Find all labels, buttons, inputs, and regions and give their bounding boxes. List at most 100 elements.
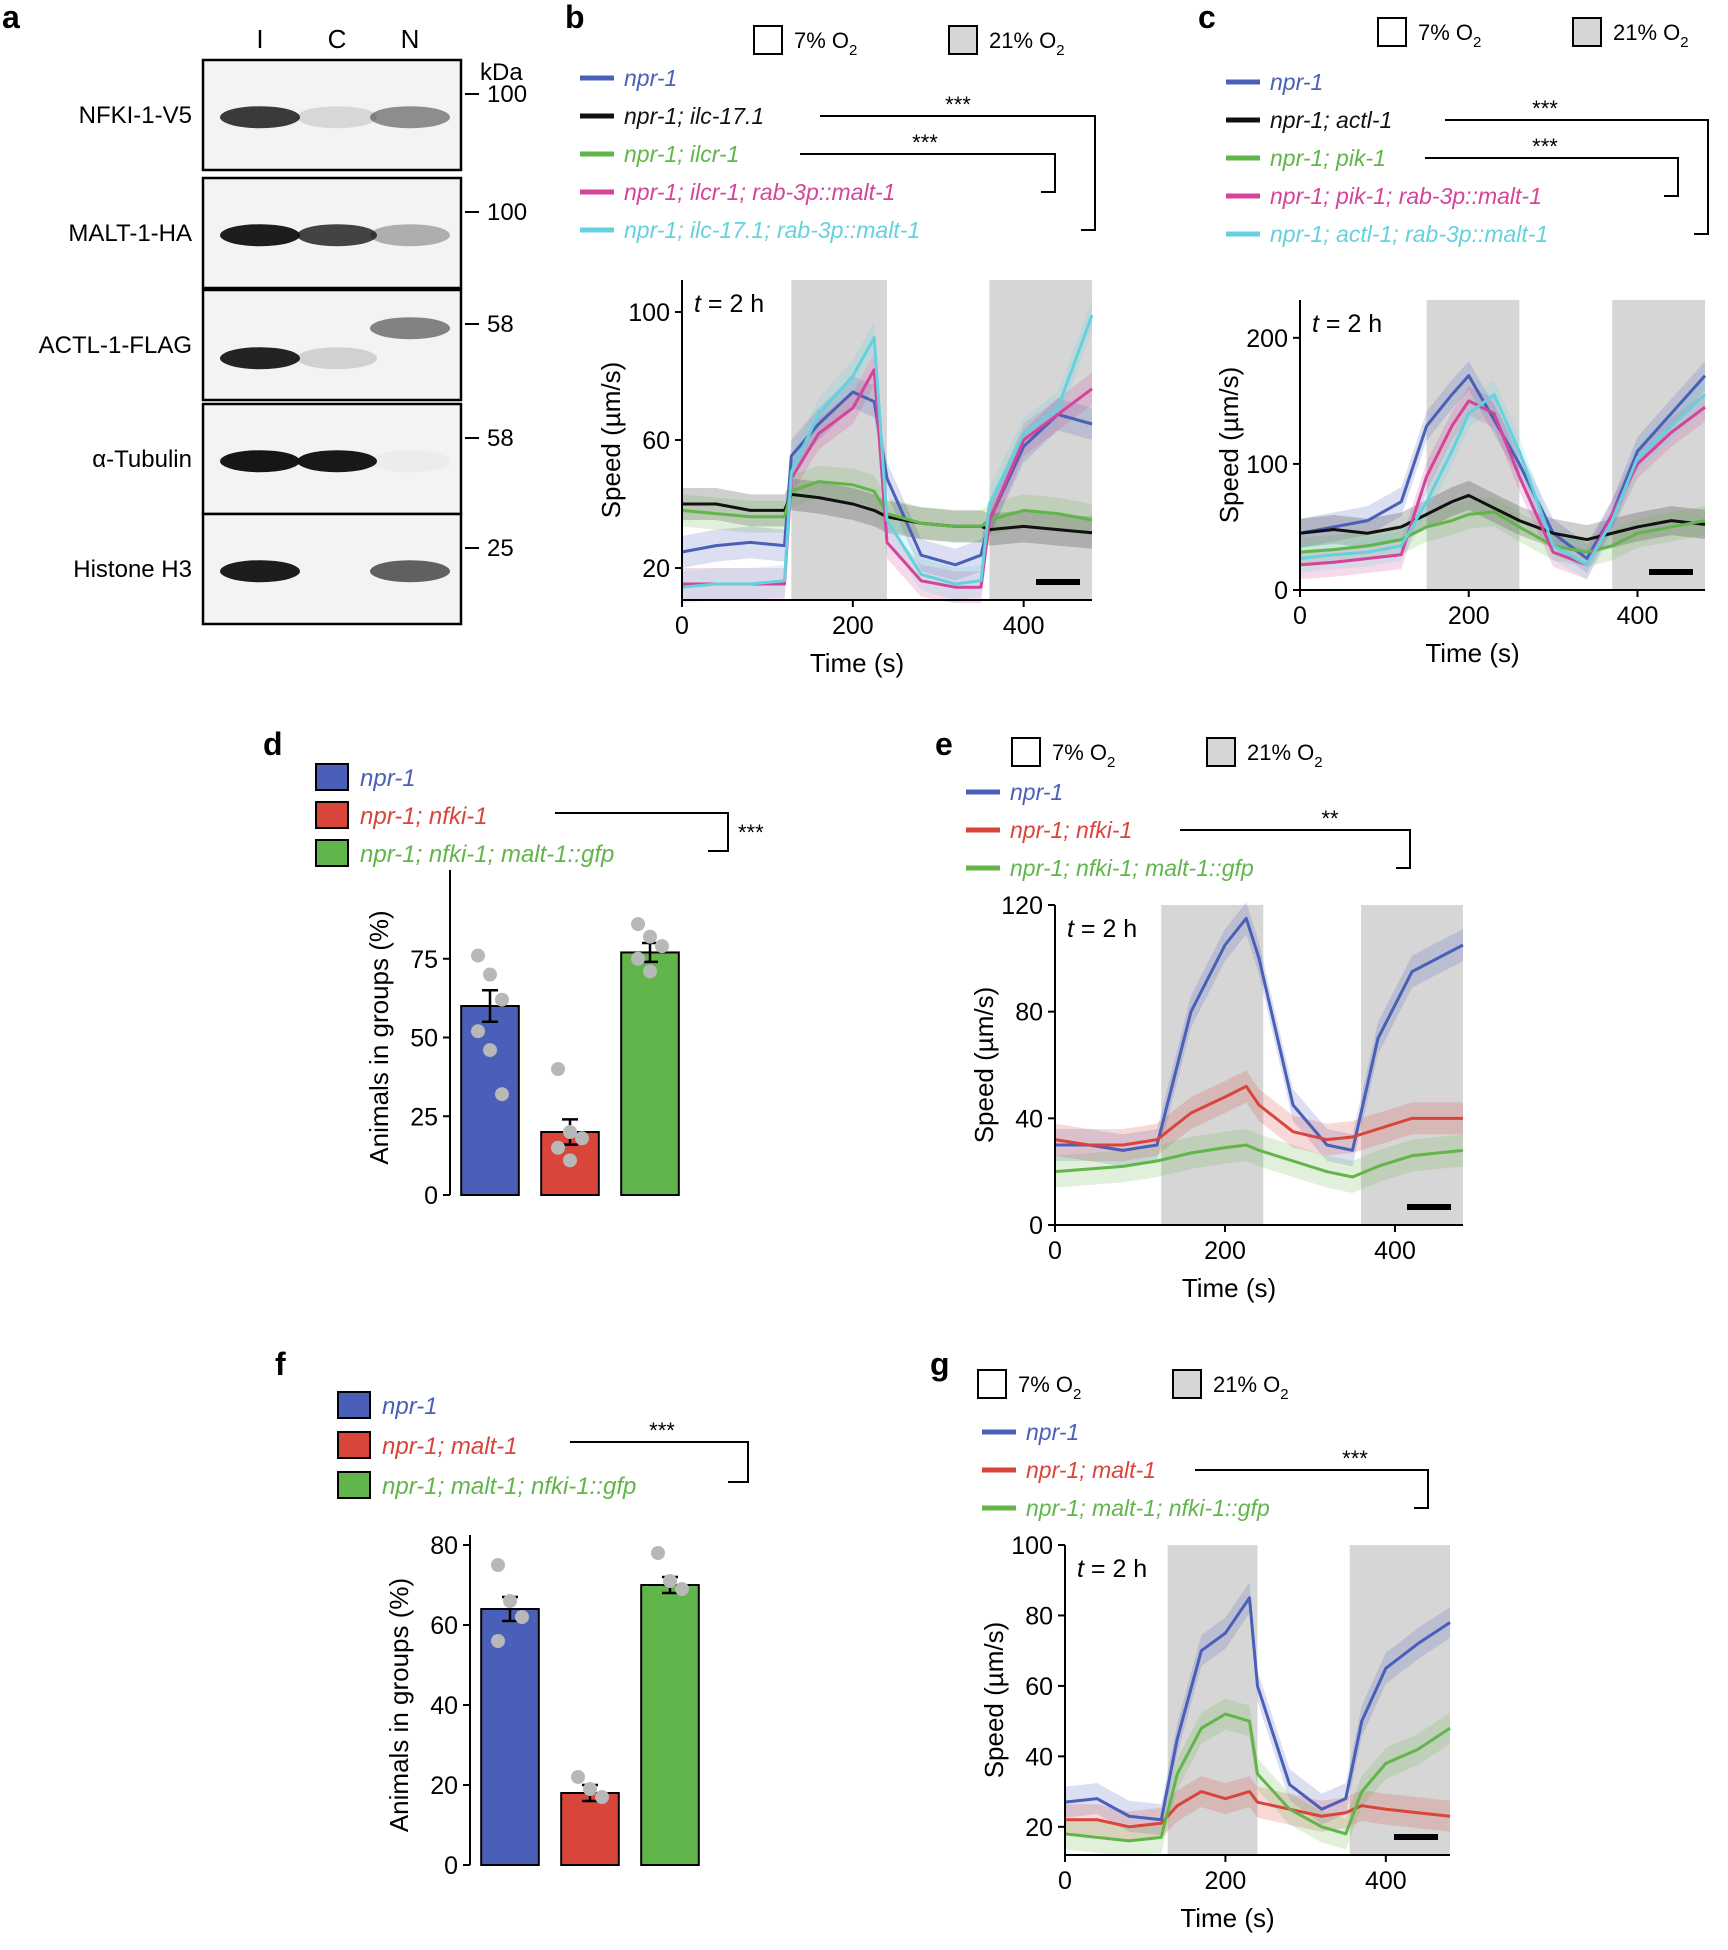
legend-label: npr-1; nfki-1; malt-1::gfp <box>360 841 614 868</box>
data-point <box>495 992 509 1007</box>
legend-label: npr-1; malt-1 <box>1026 1457 1156 1483</box>
legend-box-green <box>315 839 349 867</box>
sem-band-blue <box>1300 361 1705 573</box>
significance-bracket <box>1445 119 1709 235</box>
panel-label-c: c <box>1198 0 1216 35</box>
time-label-rest: = 2 h <box>701 290 764 318</box>
series-line-green <box>1054 1143 1464 1179</box>
o2-7-label: 7% O2 <box>1418 20 1481 51</box>
panel-label-a: a <box>2 0 20 35</box>
mw-label: 58 <box>487 425 514 452</box>
blot-band <box>370 106 450 129</box>
data-point <box>571 1770 585 1784</box>
series-line-red <box>1065 1790 1451 1829</box>
data-point <box>551 1062 565 1076</box>
legend-box-red <box>337 1431 371 1459</box>
o2-21-label: 21% O2 <box>1613 20 1689 51</box>
significance-stars: *** <box>1532 134 1558 159</box>
time-label-rest: = 2 h <box>1074 915 1137 943</box>
o2-21-label: 21% O2 <box>1247 740 1323 771</box>
chart-panel-d: npr-1 npr-1; nfki-1 npr-1; nfki-1; malt-1:… <box>315 763 764 1210</box>
y-tick-label: 60 <box>430 1612 458 1640</box>
legend-box-green <box>337 1471 371 1499</box>
legend-label: npr-1; actl-1; rab-3p::malt-1 <box>1270 221 1548 247</box>
data-point <box>491 1634 505 1648</box>
blot-band <box>220 560 300 583</box>
o2-subscript: 2 <box>1680 34 1688 51</box>
x-tick-label: 200 <box>1448 602 1490 630</box>
x-tick-label: 400 <box>1374 1237 1416 1265</box>
series-line-green <box>1064 1712 1451 1843</box>
blot-row-label: α-Tubulin <box>92 446 192 473</box>
panel-label-g: g <box>930 1346 950 1382</box>
chart-panel-e: 7% O2 21% O2 npr-1 npr-1; nfki-1 npr-1; nfki… <box>966 737 1464 1303</box>
legend-label: npr-1; ilcr-1; rab-3p::malt-1 <box>624 179 895 205</box>
x-tick-label: 200 <box>1205 1867 1247 1895</box>
blot-row-label: MALT-1-HA <box>68 220 192 247</box>
x-tick-label: 400 <box>1003 612 1045 640</box>
data-point <box>643 964 657 979</box>
series-line-magenta <box>682 368 1093 589</box>
series-line-red <box>1054 1084 1463 1147</box>
data-point <box>675 1582 689 1596</box>
blot-band <box>297 347 377 370</box>
o2-21-label: 21% O2 <box>1213 1372 1289 1403</box>
data-point <box>503 1594 517 1608</box>
y-tick-label: 60 <box>1025 1673 1053 1701</box>
bar-blue <box>460 1005 520 1196</box>
o2-7-swatch <box>1011 737 1041 767</box>
significance-stars: ** <box>1321 806 1339 831</box>
data-point <box>583 1782 597 1796</box>
data-point <box>663 1574 677 1588</box>
blot-band <box>370 224 450 247</box>
series-line-black <box>682 492 1093 535</box>
o2-21-period <box>1361 905 1463 1225</box>
legend-label: npr-1; ilc-17.1; rab-3p::malt-1 <box>624 217 920 243</box>
bar-green <box>640 1584 700 1866</box>
lane-label: C <box>328 24 347 54</box>
chart-panel-c: 7% O2 21% O2 npr-1 npr-1; actl-1 npr-1; pik-… <box>1214 17 1709 668</box>
blot-band <box>370 560 450 583</box>
y-tick-label: 100 <box>628 299 670 327</box>
y-tick-label: 100 <box>1246 451 1288 479</box>
blot-band <box>220 106 300 129</box>
time-label: t = 2 h <box>1312 310 1382 338</box>
y-tick-label: 75 <box>410 946 438 974</box>
significance-stars: *** <box>1532 96 1558 121</box>
blot-band <box>220 347 300 370</box>
data-point <box>483 967 497 982</box>
series-line-cyan <box>681 314 1094 589</box>
y-tick-label: 20 <box>430 1772 458 1800</box>
y-axis-title: Speed (µm/s) <box>969 987 999 1144</box>
series-line-blue <box>1299 374 1707 560</box>
mw-label: 100 <box>487 199 527 226</box>
y-axis-title: Speed (µm/s) <box>979 1622 1009 1779</box>
data-point <box>595 1790 609 1804</box>
legend-box-red <box>315 801 349 829</box>
data-point <box>563 1153 577 1168</box>
y-axis-title: Animals in groups (%) <box>364 910 394 1164</box>
o2-21-label: 21% O2 <box>989 28 1065 59</box>
o2-7-swatch <box>977 1369 1007 1399</box>
o2-21-period <box>989 280 1092 600</box>
data-point <box>631 951 645 966</box>
o2-21-period <box>1349 1545 1450 1855</box>
o2-7-label: 7% O2 <box>1052 740 1115 771</box>
y-tick-label: 0 <box>444 1852 458 1880</box>
time-label: t = 2 h <box>1077 1555 1147 1583</box>
legend-label: npr-1; nfki-1 <box>360 803 488 830</box>
data-point <box>563 1125 577 1139</box>
o2-subscript: 2 <box>1314 754 1322 771</box>
sem-band-blue <box>1055 902 1463 1167</box>
legend-label: npr-1 <box>624 65 677 91</box>
significance-stars: *** <box>945 92 971 117</box>
blot-band <box>220 224 300 247</box>
blot-row-label: ACTL-1-FLAG <box>39 332 192 359</box>
significance-stars: *** <box>1342 1446 1368 1471</box>
significance-bracket <box>1195 1469 1429 1509</box>
panel-label-b: b <box>565 0 585 35</box>
y-tick-label: 200 <box>1246 325 1288 353</box>
y-tick-label: 40 <box>430 1692 458 1720</box>
blot-row-label: NFKI-1-V5 <box>79 102 192 129</box>
